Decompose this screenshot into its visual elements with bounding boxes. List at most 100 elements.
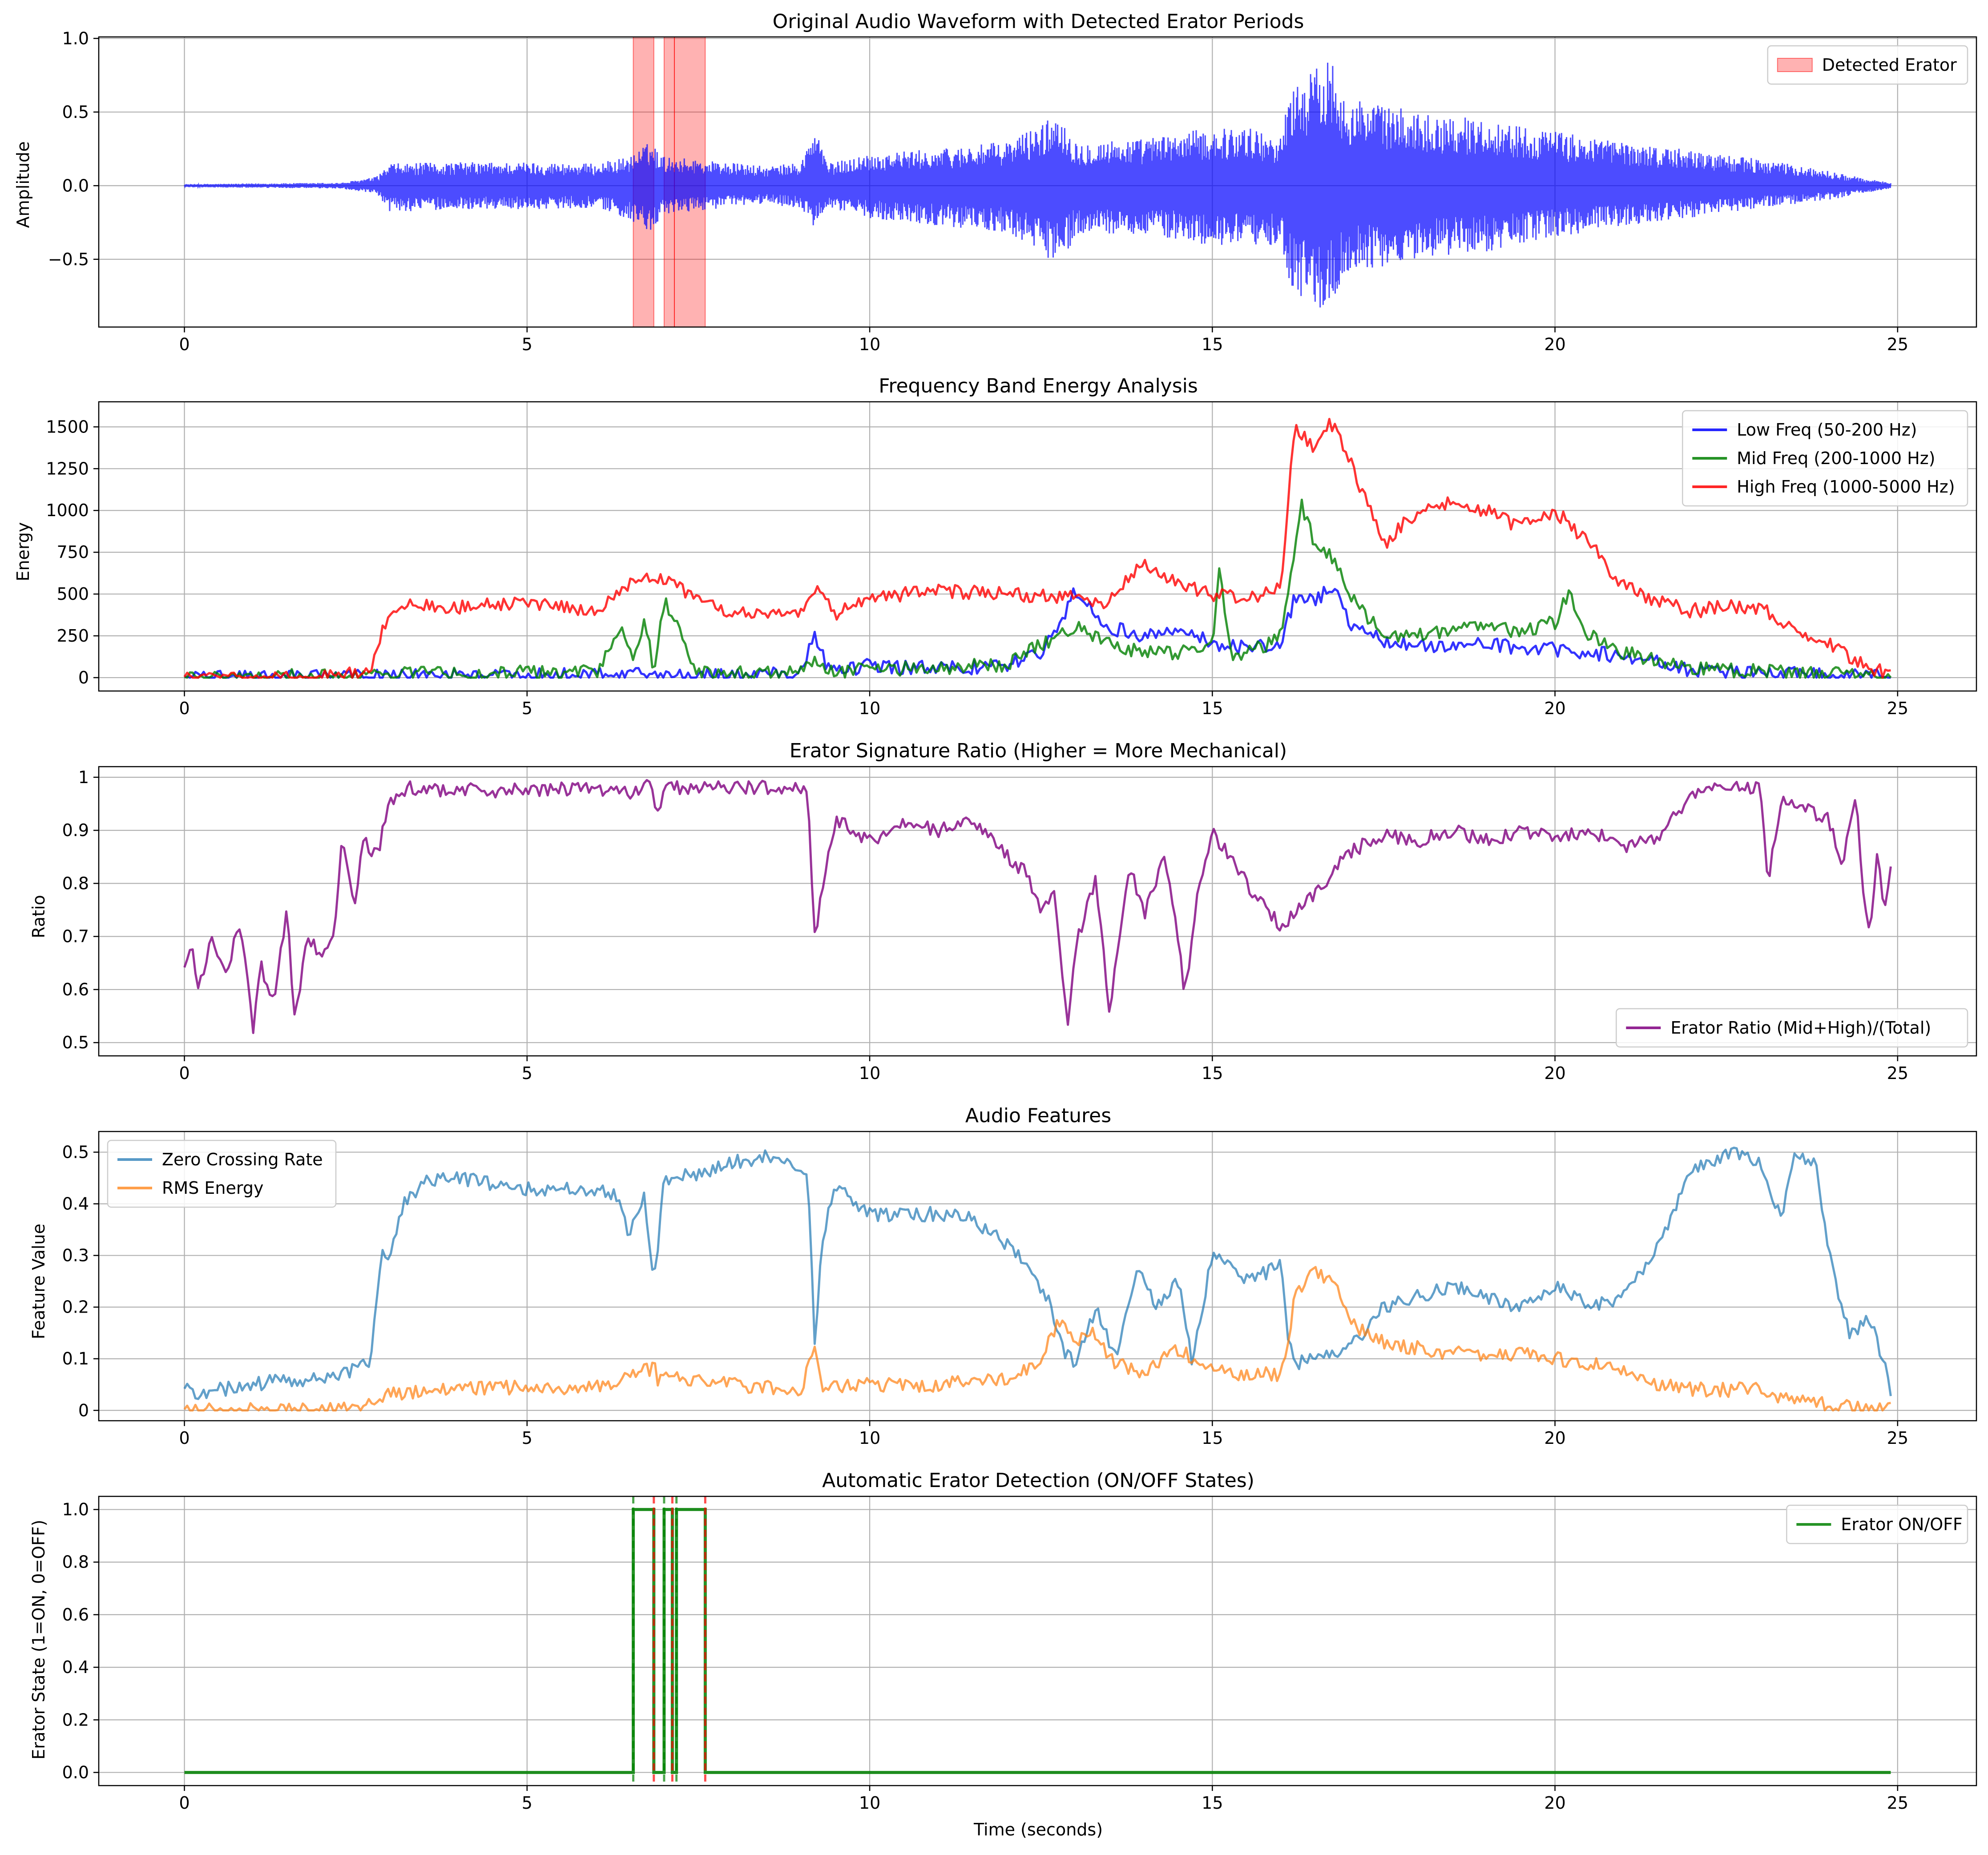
waveform-axes-frame (98, 36, 1977, 328)
band-energy-legend-label: Mid Freq (200-1000 Hz) (1737, 449, 1935, 468)
waveform-panel: Original Audio Waveform with Detected Er… (13, 10, 1977, 354)
band-energy-xtick-label: 25 (1887, 699, 1908, 718)
ratio-ytick-label: 0.6 (62, 980, 89, 999)
audio-features-ytick-label: 0.3 (62, 1246, 89, 1265)
audio-features-legend-frame (107, 1140, 337, 1208)
audio-features-xtick-label: 25 (1887, 1428, 1908, 1448)
audio-features-legend-label: RMS Energy (162, 1178, 263, 1198)
ratio-series-erator-0 (183, 779, 1892, 1034)
detection-legend-frame (1786, 1504, 1968, 1544)
waveform-legend-label: Detected Erator (1822, 55, 1957, 75)
audio-features-legend: Zero Crossing Rate RMS Energy (107, 1140, 337, 1208)
audio-features-xtick-label: 5 (522, 1428, 532, 1448)
ratio-plot-area (183, 779, 1892, 1034)
detection-xtick-label: 20 (1544, 1793, 1565, 1813)
detection-legend: Erator ON/OFF (1786, 1504, 1968, 1544)
audio-features-plot-area (183, 1147, 1892, 1412)
detection-xtick-label: 25 (1887, 1793, 1908, 1813)
waveform-xtick-label: 25 (1887, 335, 1908, 354)
band-energy-ylabel: Energy (13, 522, 33, 581)
audio-features-title: Audio Features (965, 1104, 1111, 1127)
ratio-xtick-label: 25 (1887, 1063, 1908, 1083)
detection-ytick-label: 0.8 (62, 1552, 89, 1572)
band-energy-legend: Low Freq (50-200 Hz) Mid Freq (200-1000 H… (1682, 410, 1968, 507)
detection-plot-area (184, 1496, 1891, 1786)
waveform-xtick-label: 0 (179, 335, 190, 354)
ratio-panel: Erator Signature Ratio (Higher = More Me… (29, 740, 1977, 1083)
waveform-plot-area (184, 37, 1891, 327)
ratio-axes-frame (98, 766, 1977, 1057)
ratio-ytick-label: 0.9 (62, 820, 89, 840)
waveform-legend: Detected Erator (1767, 45, 1968, 85)
band-energy-title: Frequency Band Energy Analysis (879, 375, 1198, 397)
waveform-ytick-label: 0.5 (62, 102, 89, 122)
ratio-legend: Erator Ratio (Mid+High)/(Total) (1616, 1008, 1968, 1048)
band-energy-panel: Frequency Band Energy Analysis Energy 0 5… (13, 375, 1977, 718)
audio-features-xtick-label: 0 (179, 1428, 190, 1448)
audio-features-series-zero-0 (183, 1147, 1892, 1400)
ratio-xtick-label: 20 (1544, 1063, 1565, 1083)
waveform-xtick-label: 20 (1544, 335, 1565, 354)
detection-xtick-label: 15 (1202, 1793, 1223, 1813)
ratio-xtick-label: 15 (1202, 1063, 1223, 1083)
waveform-line (184, 62, 1891, 308)
band-energy-ytick-label: 1500 (46, 417, 89, 436)
band-energy-ytick-label: 750 (56, 542, 89, 562)
detection-ytick-label: 0.0 (62, 1762, 89, 1782)
band-energy-plot-area (183, 418, 1892, 679)
band-energy-ytick-label: 1000 (46, 501, 89, 520)
detection-title: Automatic Erator Detection (ON/OFF State… (822, 1469, 1254, 1492)
detection-panel: Automatic Erator Detection (ON/OFF State… (29, 1469, 1977, 1839)
waveform-ytick-label: 0.0 (62, 176, 89, 195)
ratio-xtick-label: 0 (179, 1063, 190, 1083)
audio-features-legend-label: Zero Crossing Rate (162, 1150, 323, 1169)
detection-axes-frame (98, 1495, 1977, 1786)
band-energy-xtick-label: 20 (1544, 699, 1565, 718)
band-energy-ytick-label: 500 (56, 584, 89, 604)
band-energy-ytick-label: 0 (78, 668, 89, 687)
audio-features-xtick-label: 20 (1544, 1428, 1565, 1448)
detection-ytick-label: 1.0 (62, 1500, 89, 1520)
ratio-title: Erator Signature Ratio (Higher = More Me… (790, 740, 1287, 762)
band-energy-xtick-label: 0 (179, 699, 190, 718)
waveform-legend-frame (1767, 45, 1968, 85)
audio-features-xtick-label: 10 (859, 1428, 880, 1448)
audio-features-series-rms-1 (183, 1266, 1891, 1412)
audio-features-ytick-label: 0.1 (62, 1349, 89, 1369)
detection-xtick-label: 5 (522, 1793, 532, 1813)
ratio-ylabel: Ratio (29, 895, 48, 938)
detection-ytick-label: 0.2 (62, 1710, 89, 1730)
band-energy-legend-label: Low Freq (50-200 Hz) (1737, 420, 1917, 440)
band-energy-series-mid-1 (184, 498, 1892, 679)
detection-xtick-label: 10 (859, 1793, 880, 1813)
waveform-ytick-label: −0.5 (48, 250, 89, 269)
ratio-ytick-label: 1 (78, 768, 89, 787)
band-energy-ytick-label: 1250 (46, 459, 89, 478)
audio-features-ylabel: Feature Value (29, 1224, 48, 1339)
band-energy-legend-frame (1682, 410, 1968, 507)
band-energy-ytick-label: 250 (56, 626, 89, 646)
audio-features-panel: Audio Features Feature Value 0 5 10 15 20 25 0… (29, 1104, 1977, 1448)
ratio-ytick-label: 0.5 (62, 1033, 89, 1052)
band-energy-xtick-label: 15 (1202, 699, 1223, 718)
waveform-ytick-label: 1.0 (62, 28, 89, 48)
detection-xlabel: Time (seconds) (973, 1820, 1103, 1839)
audio-features-xtick-label: 15 (1202, 1428, 1223, 1448)
audio-features-ytick-label: 0.4 (62, 1194, 89, 1214)
ratio-legend-frame (1616, 1008, 1968, 1048)
audio-features-axes-frame (98, 1131, 1977, 1422)
band-energy-series-high-2 (183, 418, 1891, 679)
ratio-ytick-label: 0.8 (62, 873, 89, 893)
ratio-xtick-label: 10 (859, 1063, 880, 1083)
waveform-xtick-label: 10 (859, 335, 880, 354)
audio-features-ytick-label: 0.5 (62, 1142, 89, 1162)
detection-ylabel: Erator State (1=ON, 0=OFF) (29, 1520, 48, 1759)
waveform-ylabel: Amplitude (13, 141, 33, 228)
band-energy-axes-frame (98, 401, 1977, 692)
waveform-title: Original Audio Waveform with Detected Er… (773, 10, 1304, 33)
detection-ytick-label: 0.4 (62, 1657, 89, 1677)
ratio-ytick-label: 0.7 (62, 927, 89, 946)
detection-xtick-label: 0 (179, 1793, 190, 1813)
band-energy-legend-label: High Freq (1000-5000 Hz) (1737, 477, 1955, 497)
